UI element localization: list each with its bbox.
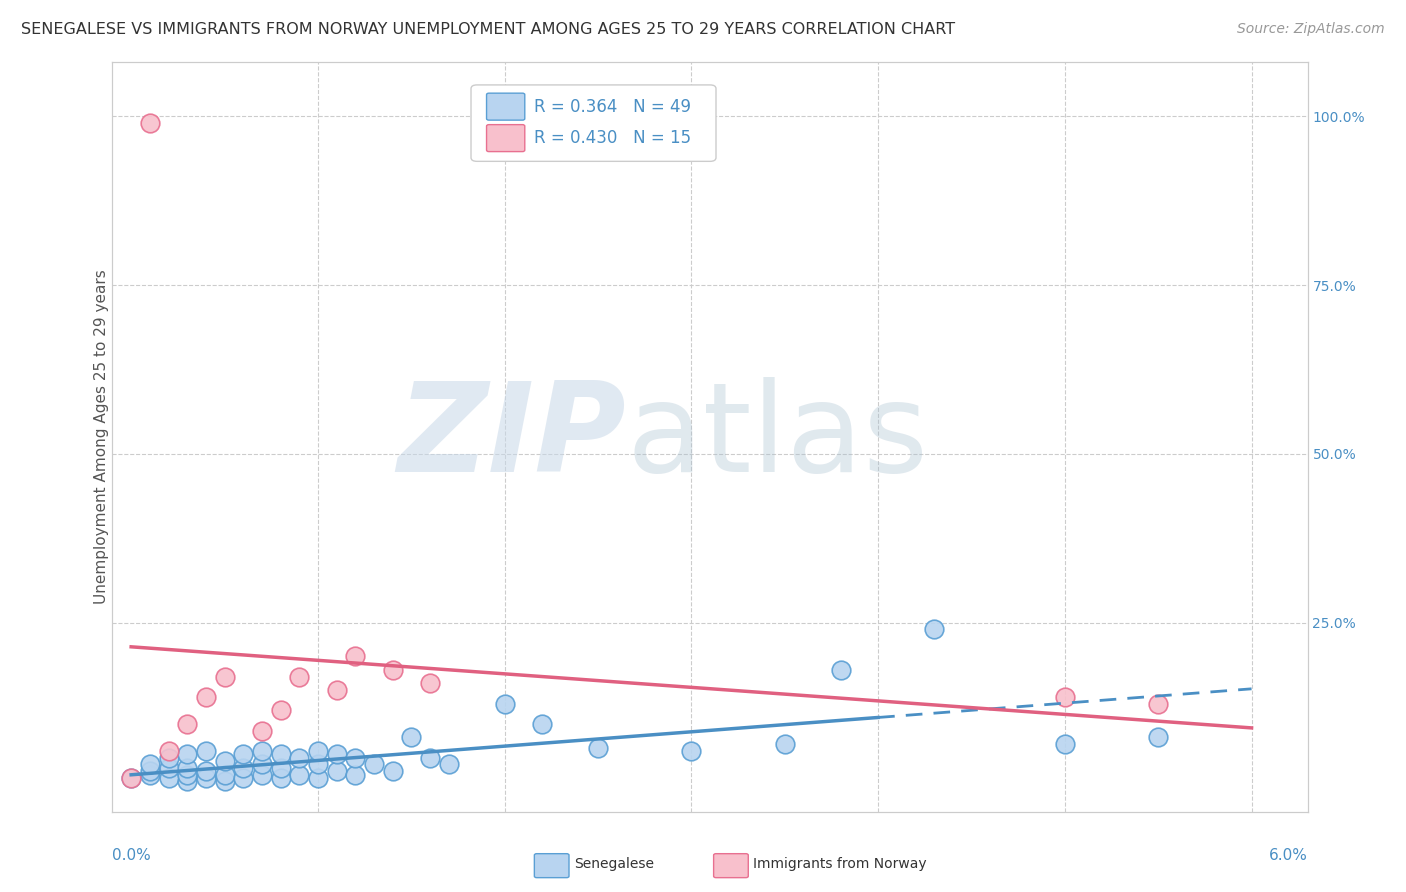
Point xyxy=(1053,690,1076,704)
Point xyxy=(250,744,273,758)
FancyBboxPatch shape xyxy=(714,854,748,878)
Point xyxy=(1147,731,1170,745)
Point xyxy=(194,690,217,704)
Text: Senegalese: Senegalese xyxy=(574,857,654,871)
FancyBboxPatch shape xyxy=(486,93,524,120)
Point xyxy=(139,116,162,130)
Point xyxy=(773,737,796,751)
Text: R = 0.364   N = 49: R = 0.364 N = 49 xyxy=(534,97,692,116)
Text: ZIP: ZIP xyxy=(398,376,627,498)
Point xyxy=(288,750,311,764)
Point xyxy=(250,723,273,738)
Point xyxy=(325,764,347,779)
Text: 6.0%: 6.0% xyxy=(1268,847,1308,863)
Text: SENEGALESE VS IMMIGRANTS FROM NORWAY UNEMPLOYMENT AMONG AGES 25 TO 29 YEARS CORR: SENEGALESE VS IMMIGRANTS FROM NORWAY UNE… xyxy=(21,22,955,37)
Point xyxy=(381,663,404,677)
Point xyxy=(344,750,367,764)
Point xyxy=(419,676,441,690)
Text: 0.0%: 0.0% xyxy=(112,847,152,863)
Point xyxy=(270,747,292,762)
Point xyxy=(176,761,198,775)
Point xyxy=(250,767,273,781)
Point xyxy=(681,744,703,758)
Point xyxy=(830,663,852,677)
Point xyxy=(344,767,367,781)
Point xyxy=(307,771,329,785)
Text: atlas: atlas xyxy=(627,376,928,498)
Point xyxy=(1053,737,1076,751)
Point xyxy=(194,764,217,779)
Y-axis label: Unemployment Among Ages 25 to 29 years: Unemployment Among Ages 25 to 29 years xyxy=(94,269,108,605)
Point xyxy=(307,744,329,758)
Point xyxy=(120,771,142,785)
Point xyxy=(232,747,254,762)
Point xyxy=(176,767,198,781)
Point xyxy=(157,761,180,775)
Point xyxy=(325,683,347,698)
Point xyxy=(419,750,441,764)
Point xyxy=(270,771,292,785)
Point xyxy=(139,767,162,781)
Point xyxy=(139,764,162,779)
Point xyxy=(288,670,311,684)
Point xyxy=(232,771,254,785)
Point xyxy=(157,771,180,785)
Point xyxy=(176,717,198,731)
Point xyxy=(214,767,236,781)
Point xyxy=(530,717,553,731)
Point xyxy=(401,731,423,745)
Text: Source: ZipAtlas.com: Source: ZipAtlas.com xyxy=(1237,22,1385,37)
Point xyxy=(250,757,273,772)
Point xyxy=(325,747,347,762)
FancyBboxPatch shape xyxy=(471,85,716,161)
Point xyxy=(176,774,198,789)
Point xyxy=(381,764,404,779)
Point xyxy=(437,757,460,772)
Point xyxy=(214,774,236,789)
Point xyxy=(1147,697,1170,711)
Point xyxy=(270,761,292,775)
Point xyxy=(176,747,198,762)
Point xyxy=(586,740,609,755)
Point xyxy=(922,623,945,637)
Point xyxy=(214,670,236,684)
Point xyxy=(194,744,217,758)
Point xyxy=(307,757,329,772)
Point xyxy=(214,754,236,768)
Point xyxy=(363,757,385,772)
FancyBboxPatch shape xyxy=(534,854,569,878)
FancyBboxPatch shape xyxy=(486,125,524,152)
Point xyxy=(157,744,180,758)
Point xyxy=(288,767,311,781)
Point xyxy=(120,771,142,785)
Point xyxy=(494,697,516,711)
Text: Immigrants from Norway: Immigrants from Norway xyxy=(754,857,927,871)
Point xyxy=(232,761,254,775)
Point xyxy=(194,771,217,785)
Point xyxy=(157,750,180,764)
Point xyxy=(270,703,292,717)
Text: R = 0.430   N = 15: R = 0.430 N = 15 xyxy=(534,129,692,147)
Point xyxy=(344,649,367,664)
Point xyxy=(139,757,162,772)
